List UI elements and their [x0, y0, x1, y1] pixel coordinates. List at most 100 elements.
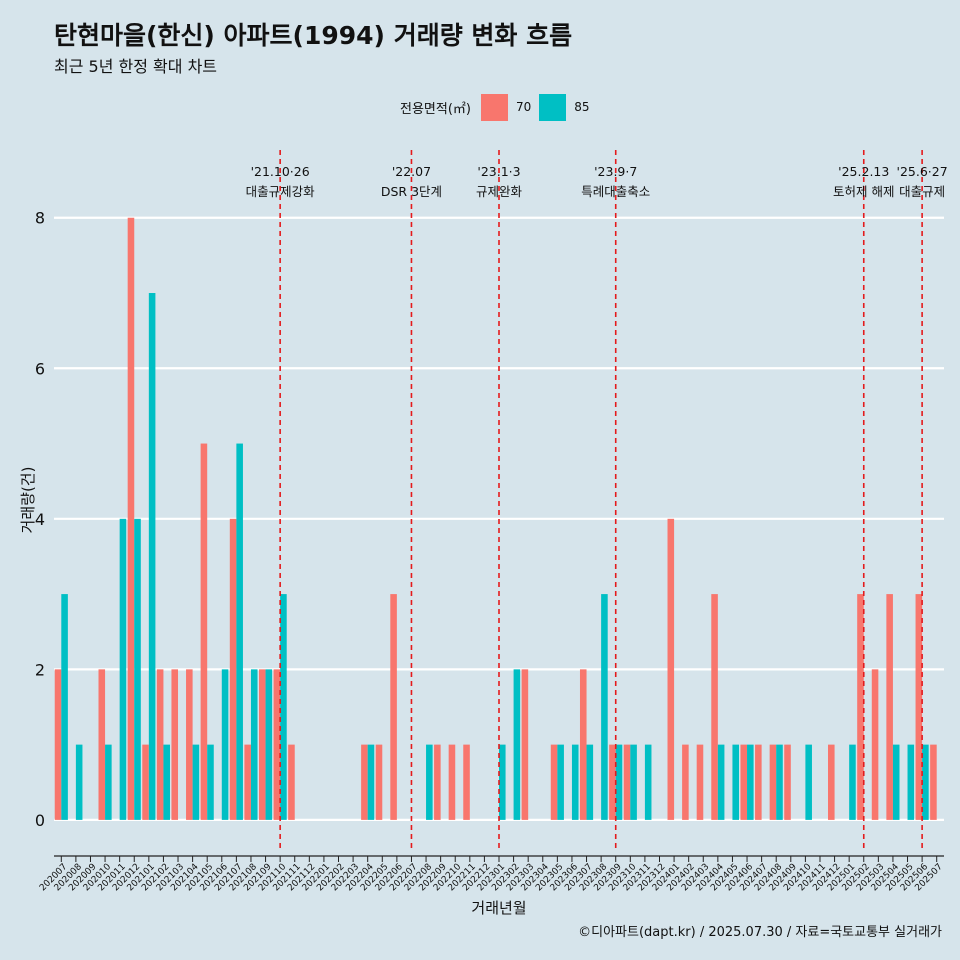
bar-85-202308	[601, 594, 608, 820]
bar-85-202104	[192, 744, 200, 820]
bar-70-202502	[857, 594, 864, 820]
bar-70-202408	[769, 744, 777, 820]
bar-70-202101	[142, 744, 149, 820]
bar-70-202107	[229, 518, 237, 820]
legend-item-70: 70	[480, 93, 532, 121]
legend-label-70: 70	[515, 100, 532, 114]
bar-70-202401	[667, 518, 675, 820]
bar-70-202305	[550, 744, 558, 820]
source-caption: ©디아파트(dapt.kr) / 2025.07.30 / 자료=국토교통부 실…	[578, 925, 942, 940]
bar-85-202102	[163, 744, 170, 820]
bar-85-202007	[61, 594, 68, 820]
bar-70-202204	[361, 744, 368, 820]
bar-85-202408	[776, 744, 783, 820]
bar-70-202503	[871, 669, 879, 820]
bar-70-202403	[696, 744, 704, 820]
bar-85-202405	[732, 744, 740, 820]
bar-85-202110	[280, 594, 287, 820]
bar-85-202301	[499, 744, 506, 820]
bar-85-202404	[717, 744, 725, 820]
bar-85-202311	[644, 744, 652, 820]
bar-85-202008	[75, 744, 83, 820]
bar-85-202101	[148, 293, 156, 820]
bar-85-202106	[221, 669, 229, 820]
y-tick-label-6: 6	[35, 359, 45, 378]
bar-85-202307	[586, 744, 594, 820]
bar-85-202208	[426, 744, 433, 820]
bar-85-202309	[615, 744, 623, 820]
bar-85-202310	[630, 744, 637, 820]
bar-85-202108	[250, 669, 258, 820]
event-date-5: '25.2.13	[838, 164, 889, 179]
y-axis-title: 거래량(건)	[19, 467, 37, 534]
bar-70-202205	[375, 744, 383, 820]
chart-title: 탄현마을(한신) 아파트(1994) 거래량 변화 흐름	[54, 21, 573, 50]
legend-swatch-70	[480, 93, 508, 121]
bar-70-202310	[623, 744, 631, 820]
bar-85-202107	[236, 443, 243, 820]
y-tick-label-8: 8	[35, 209, 45, 228]
bar-70-202412	[828, 744, 835, 820]
bar-85-202305	[557, 744, 564, 820]
bar-70-202110	[273, 669, 281, 820]
bar-70-202504	[886, 594, 893, 820]
y-tick-label-2: 2	[35, 660, 45, 679]
bar-70-202407	[755, 744, 762, 820]
bar-85-202506	[922, 744, 929, 820]
bar-85-202012	[134, 518, 141, 820]
bar-85-202505	[907, 744, 915, 820]
bar-70-202111	[288, 744, 295, 820]
bar-70-202404	[711, 594, 718, 820]
event-date-6: '25.6·27	[897, 164, 948, 179]
event-date-2: '22.07	[392, 164, 431, 179]
bar-85-202105	[207, 744, 214, 820]
bar-70-202409	[784, 744, 791, 820]
y-tick-label-0: 0	[35, 811, 45, 830]
bar-70-202211	[463, 744, 470, 820]
bar-70-202103	[171, 669, 179, 820]
legend-label-85: 85	[574, 100, 590, 114]
bar-70-202109	[258, 669, 266, 820]
event-label-6: 대출규제	[899, 184, 945, 199]
event-label-5: 토허제 해제	[833, 184, 894, 199]
bar-70-202012	[127, 217, 135, 820]
bar-70-202102	[156, 669, 164, 820]
y-tick-label-4: 4	[35, 510, 45, 529]
event-date-1: '21.10·26	[251, 164, 310, 179]
event-label-3: 규제완화	[476, 184, 523, 199]
bar-70-202010	[98, 669, 106, 820]
bar-70-202007	[54, 669, 62, 820]
bar-70-202507	[930, 744, 937, 820]
bar-85-202504	[892, 744, 900, 820]
bar-70-202506	[915, 594, 923, 820]
event-date-4: '23.9·7	[594, 164, 637, 179]
bar-70-202402	[682, 744, 689, 820]
legend-item-85: 85	[539, 93, 590, 121]
legend-title: 전용면적(㎡)	[400, 101, 471, 117]
bar-70-202309	[609, 744, 616, 820]
bar-70-202206	[390, 594, 397, 820]
bar-70-202303	[521, 669, 529, 820]
x-axis-title: 거래년월	[471, 899, 526, 917]
bar-85-202302	[513, 669, 521, 820]
bar-85-202109	[265, 669, 273, 820]
bar-70-202105	[200, 443, 208, 820]
event-date-3: '23.1·3	[477, 164, 520, 179]
bar-70-202104	[186, 669, 193, 820]
bar-70-202210	[448, 744, 456, 820]
bar-70-202307	[579, 669, 587, 820]
bar-85-202011	[119, 518, 127, 820]
event-label-2: DSR 3단계	[381, 184, 442, 199]
bar-85-202501	[849, 744, 856, 820]
bar-70-202406	[740, 744, 748, 820]
bar-85-202410	[805, 744, 812, 820]
bar-85-202306	[571, 744, 579, 820]
legend: 전용면적(㎡) 70 85	[400, 93, 598, 121]
bar-85-202204	[367, 744, 375, 820]
event-label-4: 특례대출축소	[581, 184, 650, 199]
bar-70-202209	[434, 744, 441, 820]
bar-85-202406	[747, 744, 754, 820]
event-label-1: 대출규제강화	[246, 184, 316, 199]
bar-85-202010	[105, 744, 112, 820]
